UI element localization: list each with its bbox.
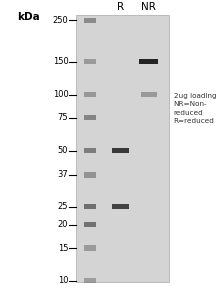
Text: 10: 10	[58, 276, 68, 285]
Text: kDa: kDa	[17, 12, 39, 22]
Text: R: R	[117, 2, 124, 12]
Text: 75: 75	[58, 113, 68, 122]
Text: 25: 25	[58, 202, 68, 211]
Text: 20: 20	[58, 220, 68, 229]
Text: 15: 15	[58, 244, 68, 253]
Bar	[84, 222, 96, 227]
Text: 150: 150	[53, 57, 68, 66]
Text: NR: NR	[141, 2, 156, 12]
Bar	[112, 204, 129, 209]
Text: 50: 50	[58, 146, 68, 155]
Bar	[141, 92, 157, 97]
Bar	[112, 148, 129, 153]
Bar	[84, 92, 96, 97]
Bar	[84, 148, 96, 153]
Bar	[84, 278, 96, 283]
Bar	[76, 15, 169, 282]
Text: 250: 250	[53, 16, 68, 25]
Bar	[84, 18, 96, 23]
Text: 100: 100	[53, 90, 68, 99]
Bar	[140, 59, 158, 64]
Bar	[84, 245, 96, 251]
Text: 37: 37	[58, 171, 68, 180]
Bar	[84, 172, 96, 178]
Bar	[84, 204, 96, 209]
Text: 2ug loading
NR=Non-
reduced
R=reduced: 2ug loading NR=Non- reduced R=reduced	[174, 93, 216, 124]
Bar	[84, 59, 96, 64]
Bar	[84, 115, 96, 120]
